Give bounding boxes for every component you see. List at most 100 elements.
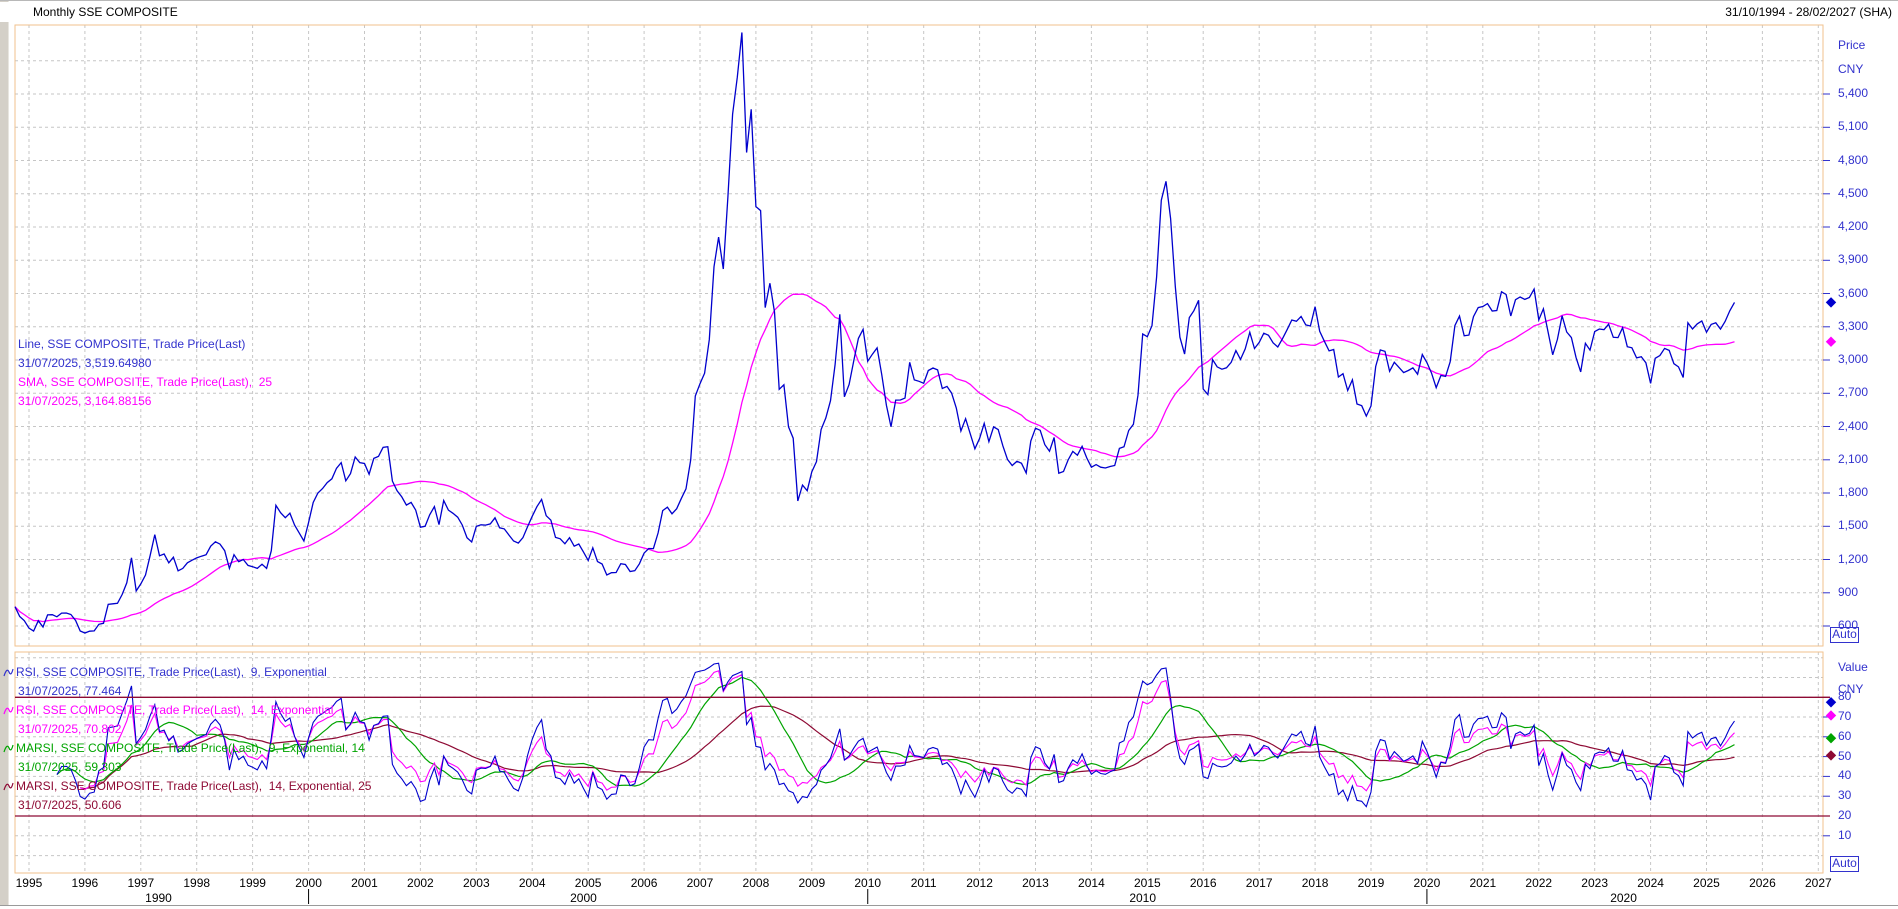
price-axis-unit: CNY	[1838, 62, 1864, 76]
date-range-label: 31/10/1994 - 28/02/2027 (SHA)	[1725, 5, 1892, 19]
price-tick-label: 2,400	[1838, 418, 1869, 433]
value-tick-label: 80	[1838, 689, 1852, 704]
legend-sma-label[interactable]: SMA, SSE COMPOSITE, Trade Price(Last), 2…	[18, 375, 273, 389]
year-label: 2003	[462, 876, 490, 890]
value-axis-auto-button[interactable]: Auto	[1830, 856, 1859, 872]
value-marker-diamond	[1825, 710, 1837, 721]
price-axis-title: Price	[1838, 38, 1866, 52]
value-marker-diamond	[1825, 697, 1837, 708]
window-left-gutter[interactable]	[0, 0, 9, 905]
price-tick-label: 900	[1838, 584, 1859, 599]
value-tick-label: 60	[1838, 728, 1852, 743]
price-tick-label: 2,700	[1838, 385, 1869, 400]
year-label: 1997	[127, 876, 155, 890]
year-label: 2002	[407, 876, 434, 890]
year-label: 2021	[1469, 876, 1497, 890]
price-tick-label: 600	[1838, 618, 1859, 632]
price-tick-label: 3,300	[1838, 318, 1869, 333]
year-label: 2007	[686, 876, 714, 890]
price-tick-label: 4,800	[1838, 152, 1869, 167]
price-tick-label: 3,600	[1838, 285, 1869, 300]
value-tick-label: 70	[1838, 709, 1852, 724]
price-tick-label: 3,000	[1838, 352, 1869, 366]
year-label: 2006	[630, 876, 658, 890]
year-label: 2014	[1078, 876, 1105, 890]
window-bottom-border	[0, 905, 1898, 906]
legend-sma-value: 31/07/2025, 3,164.88156	[18, 394, 152, 408]
price-tick-label: 3,900	[1838, 252, 1869, 267]
year-label: 2009	[798, 876, 826, 890]
price-tick-label: 1,500	[1838, 518, 1869, 533]
year-label: 2019	[1357, 876, 1385, 890]
year-label: 2024	[1637, 876, 1664, 890]
legend-rsi9-value: 31/07/2025, 77.464	[18, 684, 122, 698]
value-axis-title: Value	[1838, 660, 1868, 674]
legend-rsi14-value: 31/07/2025, 70.802	[18, 722, 122, 736]
value-axis-unit: CNY	[1838, 682, 1864, 696]
decade-label: 2020	[1610, 891, 1637, 905]
price-line[interactable]	[14, 32, 1736, 634]
sma-line[interactable]	[14, 293, 1735, 623]
year-label: 2025	[1693, 876, 1720, 890]
rsi14-legend-icon[interactable]	[3, 704, 14, 717]
legend-marsi9-label[interactable]: MARSI, SSE COMPOSITE, Trade Price(Last),…	[16, 741, 365, 755]
year-label: 2015	[1133, 876, 1161, 890]
value-marker-diamond	[1825, 733, 1837, 744]
value-tick-label: 10	[1838, 827, 1852, 842]
price-tick-label: 5,100	[1838, 119, 1869, 134]
year-label: 2026	[1749, 876, 1776, 890]
marsi-14-25-line[interactable]	[80, 705, 1735, 790]
price-axis-auto-button[interactable]: Auto	[1830, 627, 1859, 643]
rsi9-legend-icon[interactable]	[3, 666, 14, 679]
value-tick-label: 30	[1838, 788, 1852, 803]
year-label: 2013	[1022, 876, 1049, 890]
year-label: 1999	[239, 876, 266, 890]
year-label: 1998	[183, 876, 211, 890]
price-tick-label: 5,400	[1838, 86, 1869, 100]
year-label: 2017	[1245, 876, 1273, 890]
decade-label: 1990	[145, 891, 172, 905]
legend-rsi14-label[interactable]: RSI, SSE COMPOSITE, Trade Price(Last), 1…	[16, 703, 334, 717]
year-label: 2010	[854, 876, 882, 890]
window-top-border	[0, 0, 1898, 1]
price-tick-label: 4,500	[1838, 185, 1869, 200]
year-label: 1996	[71, 876, 99, 890]
year-label: 2022	[1525, 876, 1553, 890]
year-label: 2020	[1413, 876, 1441, 890]
marsi-9-14-line[interactable]	[56, 676, 1735, 787]
year-label: 2012	[966, 876, 993, 890]
year-label: 2023	[1581, 876, 1608, 890]
year-label: 2000	[295, 876, 322, 890]
year-label: 2005	[574, 876, 602, 890]
year-label: 2018	[1301, 876, 1329, 890]
legend-marsi14-label[interactable]: MARSI, SSE COMPOSITE, Trade Price(Last),…	[16, 779, 372, 793]
value-tick-label: 20	[1838, 808, 1852, 822]
year-label: 2004	[518, 876, 546, 890]
legend-price-line-label[interactable]: Line, SSE COMPOSITE, Trade Price(Last)	[18, 337, 246, 351]
marsi14-legend-icon[interactable]	[3, 780, 14, 793]
decade-label: 2000	[570, 891, 597, 905]
value-tick-label: 40	[1838, 768, 1852, 783]
year-label: 1995	[15, 876, 43, 890]
rsi-14-line[interactable]	[79, 670, 1735, 792]
price-tick-label: 1,800	[1838, 485, 1869, 499]
legend-marsi14-value: 31/07/2025, 50.606	[18, 798, 122, 812]
value-tick-label: 50	[1838, 748, 1852, 763]
year-label: 2016	[1189, 876, 1217, 890]
year-label: 2008	[742, 876, 770, 890]
marsi9-legend-icon[interactable]	[3, 742, 14, 755]
price-marker-diamond	[1825, 336, 1837, 347]
year-label: 2001	[351, 876, 378, 890]
price-tick-label: 4,200	[1838, 219, 1869, 233]
legend-price-line-value: 31/07/2025, 3,519.64980	[18, 356, 152, 370]
price-marker-diamond	[1825, 297, 1837, 308]
rsi-9-line[interactable]	[56, 662, 1735, 808]
legend-marsi9-value: 31/07/2025, 59.303	[18, 760, 122, 774]
price-tick-label: 2,100	[1838, 451, 1869, 466]
value-marker-diamond	[1825, 750, 1837, 761]
chart-header: Monthly SSE COMPOSITE 31/10/1994 - 28/02…	[0, 2, 1898, 22]
year-label: 2027	[1804, 876, 1832, 890]
legend-rsi9-label[interactable]: RSI, SSE COMPOSITE, Trade Price(Last), 9…	[16, 665, 327, 679]
